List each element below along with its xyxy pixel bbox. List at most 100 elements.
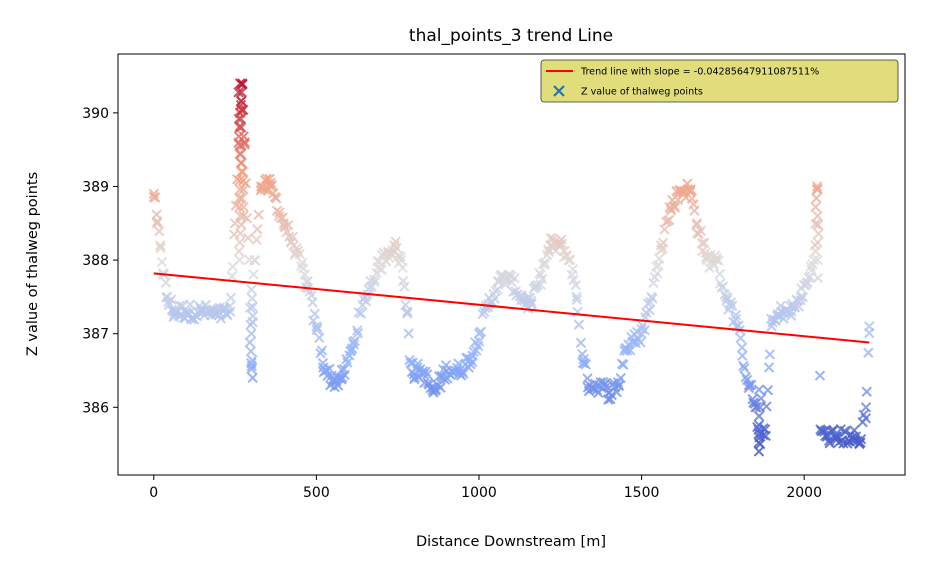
data-point [151,218,163,229]
data-point [663,214,675,226]
data-point [342,357,353,368]
data-point [714,268,725,280]
data-point [246,284,257,295]
data-point [283,219,294,231]
data-point [236,122,247,133]
data-point [823,435,835,447]
data-point [696,238,708,249]
data-point [737,350,748,361]
data-point [235,95,247,107]
data-point [754,402,766,413]
data-point [233,131,245,142]
data-point [252,224,263,235]
data-point [314,332,325,344]
data-point [237,166,249,177]
data-point [249,255,261,266]
data-point [222,310,233,321]
data-point [324,363,335,375]
x-tick-label: 2000 [786,485,822,501]
data-point [659,224,670,235]
data-point [238,201,249,213]
data-point [247,310,259,322]
data-point [234,210,246,222]
data-point [564,254,575,265]
data-point [234,175,245,186]
data-point [860,413,872,424]
data-point [238,175,249,186]
data-point [244,302,256,314]
data-point [509,272,520,284]
data-point [266,179,278,191]
data-point [736,342,748,353]
data-point [235,113,247,124]
data-point [625,345,636,356]
data-point [691,219,702,230]
data-point [248,269,259,280]
data-point [369,276,381,288]
data-point [433,371,445,382]
data-point [864,327,875,339]
data-point [849,425,860,436]
data-point [403,328,414,339]
data-point [735,332,746,344]
data-point [155,242,166,254]
data-point [309,308,320,320]
data-point [763,362,775,373]
data-point [274,207,285,218]
data-point [647,293,658,304]
data-point [812,254,823,266]
legend-points-label: Z value of thalweg points [581,87,703,98]
data-point [233,87,244,98]
data-point [351,325,363,336]
data-point [573,319,585,330]
data-point [724,300,735,311]
data-point [152,216,163,227]
data-point [739,363,750,374]
data-point [728,316,739,328]
data-point [855,433,867,445]
data-point [571,294,583,305]
data-point [299,269,311,280]
data-point [376,264,387,275]
data-point [580,359,591,370]
data-point [532,279,543,291]
data-point [346,345,357,356]
data-point [234,193,245,204]
data-point [525,295,537,306]
data-point [812,210,823,222]
data-point [236,193,247,204]
x-tick-label: 1500 [624,485,660,501]
data-point [785,310,797,322]
data-point [814,370,826,381]
data-point [753,428,765,439]
data-point [238,184,249,195]
data-point [740,372,751,383]
data-point [395,251,406,263]
data-point [810,201,821,213]
data-point [860,402,872,413]
data-point [534,267,545,279]
data-point [685,184,696,195]
data-point [247,301,259,313]
data-point [570,280,582,291]
data-point [811,181,823,192]
data-point [391,242,402,254]
data-point [246,363,257,375]
data-point [813,228,824,239]
data-point [236,87,247,98]
data-point [234,122,245,133]
data-point [644,304,655,316]
chart-title: thal_points_3 trend Line [409,26,613,46]
data-point [492,284,503,295]
data-point [593,387,604,399]
data-point [422,369,433,380]
data-point [618,359,629,370]
data-point [312,322,323,334]
data-point [277,212,289,223]
y-axis: 386 387 388 389 390 [82,106,118,416]
data-point [753,384,765,395]
data-point [863,347,874,358]
legend-box [540,59,899,103]
